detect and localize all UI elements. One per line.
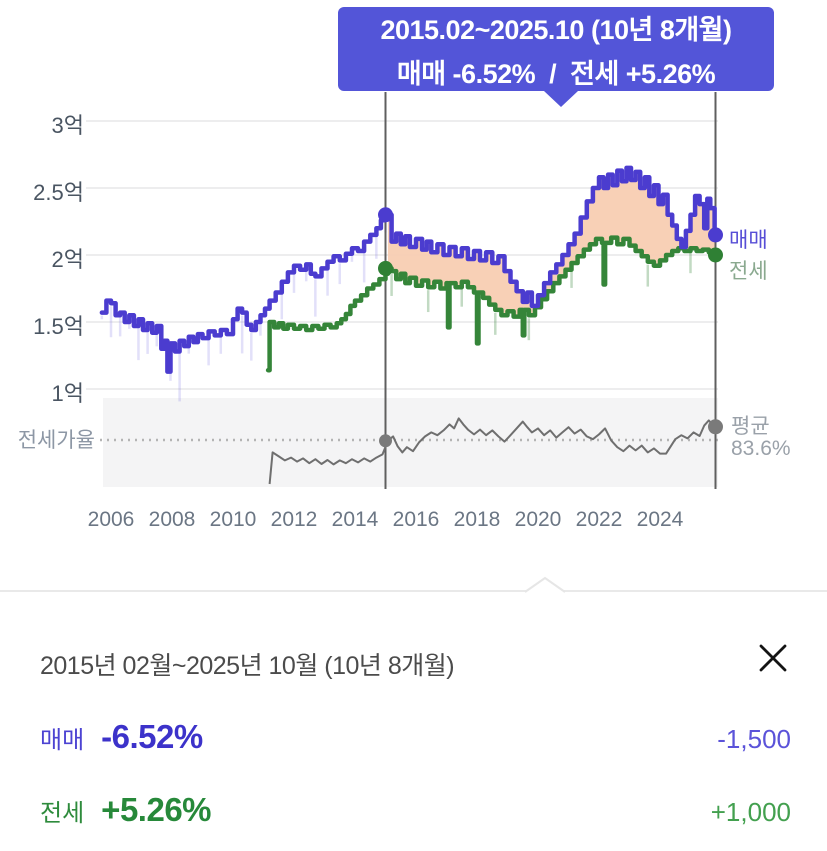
maemae-line (99, 165, 717, 374)
panel-divider (0, 590, 827, 592)
y-tick-1-5eok: 1.5억 (33, 314, 84, 339)
jeonse-percent: +5.26% (101, 791, 212, 828)
ratio-axis-label: 전세가율 (17, 429, 95, 452)
close-button[interactable] (755, 640, 791, 676)
jeonse-amount: +1,000 (710, 797, 791, 827)
panel-drag-handle[interactable] (524, 576, 566, 598)
tooltip-arrow-icon (544, 91, 578, 107)
y-tick-3eok: 3억 (51, 113, 84, 138)
tooltip-change: 매매 -6.52% / 전세 +5.26% (396, 58, 716, 89)
summary-row-maemae: 매매 -6.52% (40, 718, 203, 756)
ratio-line (268, 417, 716, 485)
jeonse-label: 전세 (40, 800, 85, 827)
ratio-average-label: 평균 (731, 415, 770, 438)
maemae-percent: -6.52% (101, 718, 203, 755)
maemae-amount: -1,500 (717, 724, 791, 754)
close-icon (759, 644, 787, 672)
maemae-label: 매매 (40, 727, 85, 754)
ratio-panel-bg (103, 398, 718, 487)
maemae-start-dot[interactable] (378, 207, 393, 223)
x-tick-2006: 2006 (87, 508, 135, 531)
caret-up-icon (524, 576, 566, 593)
x-tick-2024: 2024 (636, 508, 684, 531)
chart-tooltip: 2015.02~2025.10 (10년 8개월) 매매 -6.52% / 전세… (338, 7, 774, 107)
maemae-end-dot[interactable] (708, 227, 723, 243)
jeonse-line (265, 235, 717, 373)
x-tick-2022: 2022 (575, 508, 623, 531)
legend-jeonse-label: 전세 (729, 260, 768, 283)
x-tick-2008: 2008 (148, 508, 196, 531)
x-tick-2012: 2012 (270, 508, 318, 531)
x-tick-2016: 2016 (392, 508, 440, 531)
jeonse-end-dot[interactable] (708, 247, 723, 263)
tooltip-period: 2015.02~2025.10 (10년 8개월) (380, 14, 732, 45)
ratio-end-dot[interactable] (708, 419, 723, 435)
ratio-start-dot[interactable] (379, 434, 392, 448)
x-tick-2010: 2010 (209, 508, 257, 531)
summary-row-jeonse: 전세 +5.26% (40, 791, 212, 829)
x-tick-2014: 2014 (331, 508, 379, 531)
y-tick-2-5eok: 2.5억 (33, 180, 84, 205)
legend-maemae-label: 매매 (729, 229, 768, 252)
chart-canvas[interactable] (0, 0, 827, 592)
jeonse-start-dot[interactable] (378, 260, 393, 276)
y-tick-1eok: 1억 (51, 381, 84, 406)
period-summary-panel: 2015년 02월~2025년 10월 (10년 8개월) 매매 -6.52% … (0, 592, 827, 851)
price-trend-chart[interactable]: 2015.02~2025.10 (10년 8개월) 매매 -6.52% / 전세… (0, 0, 827, 592)
summary-period-title: 2015년 02월~2025년 10월 (10년 8개월) (40, 652, 455, 680)
x-tick-2018: 2018 (453, 508, 501, 531)
y-tick-2eok: 2억 (51, 247, 84, 272)
x-tick-2020: 2020 (514, 508, 562, 531)
maemae-jeonse-gap-fill (387, 167, 715, 344)
ratio-average-value: 83.6% (731, 437, 791, 460)
